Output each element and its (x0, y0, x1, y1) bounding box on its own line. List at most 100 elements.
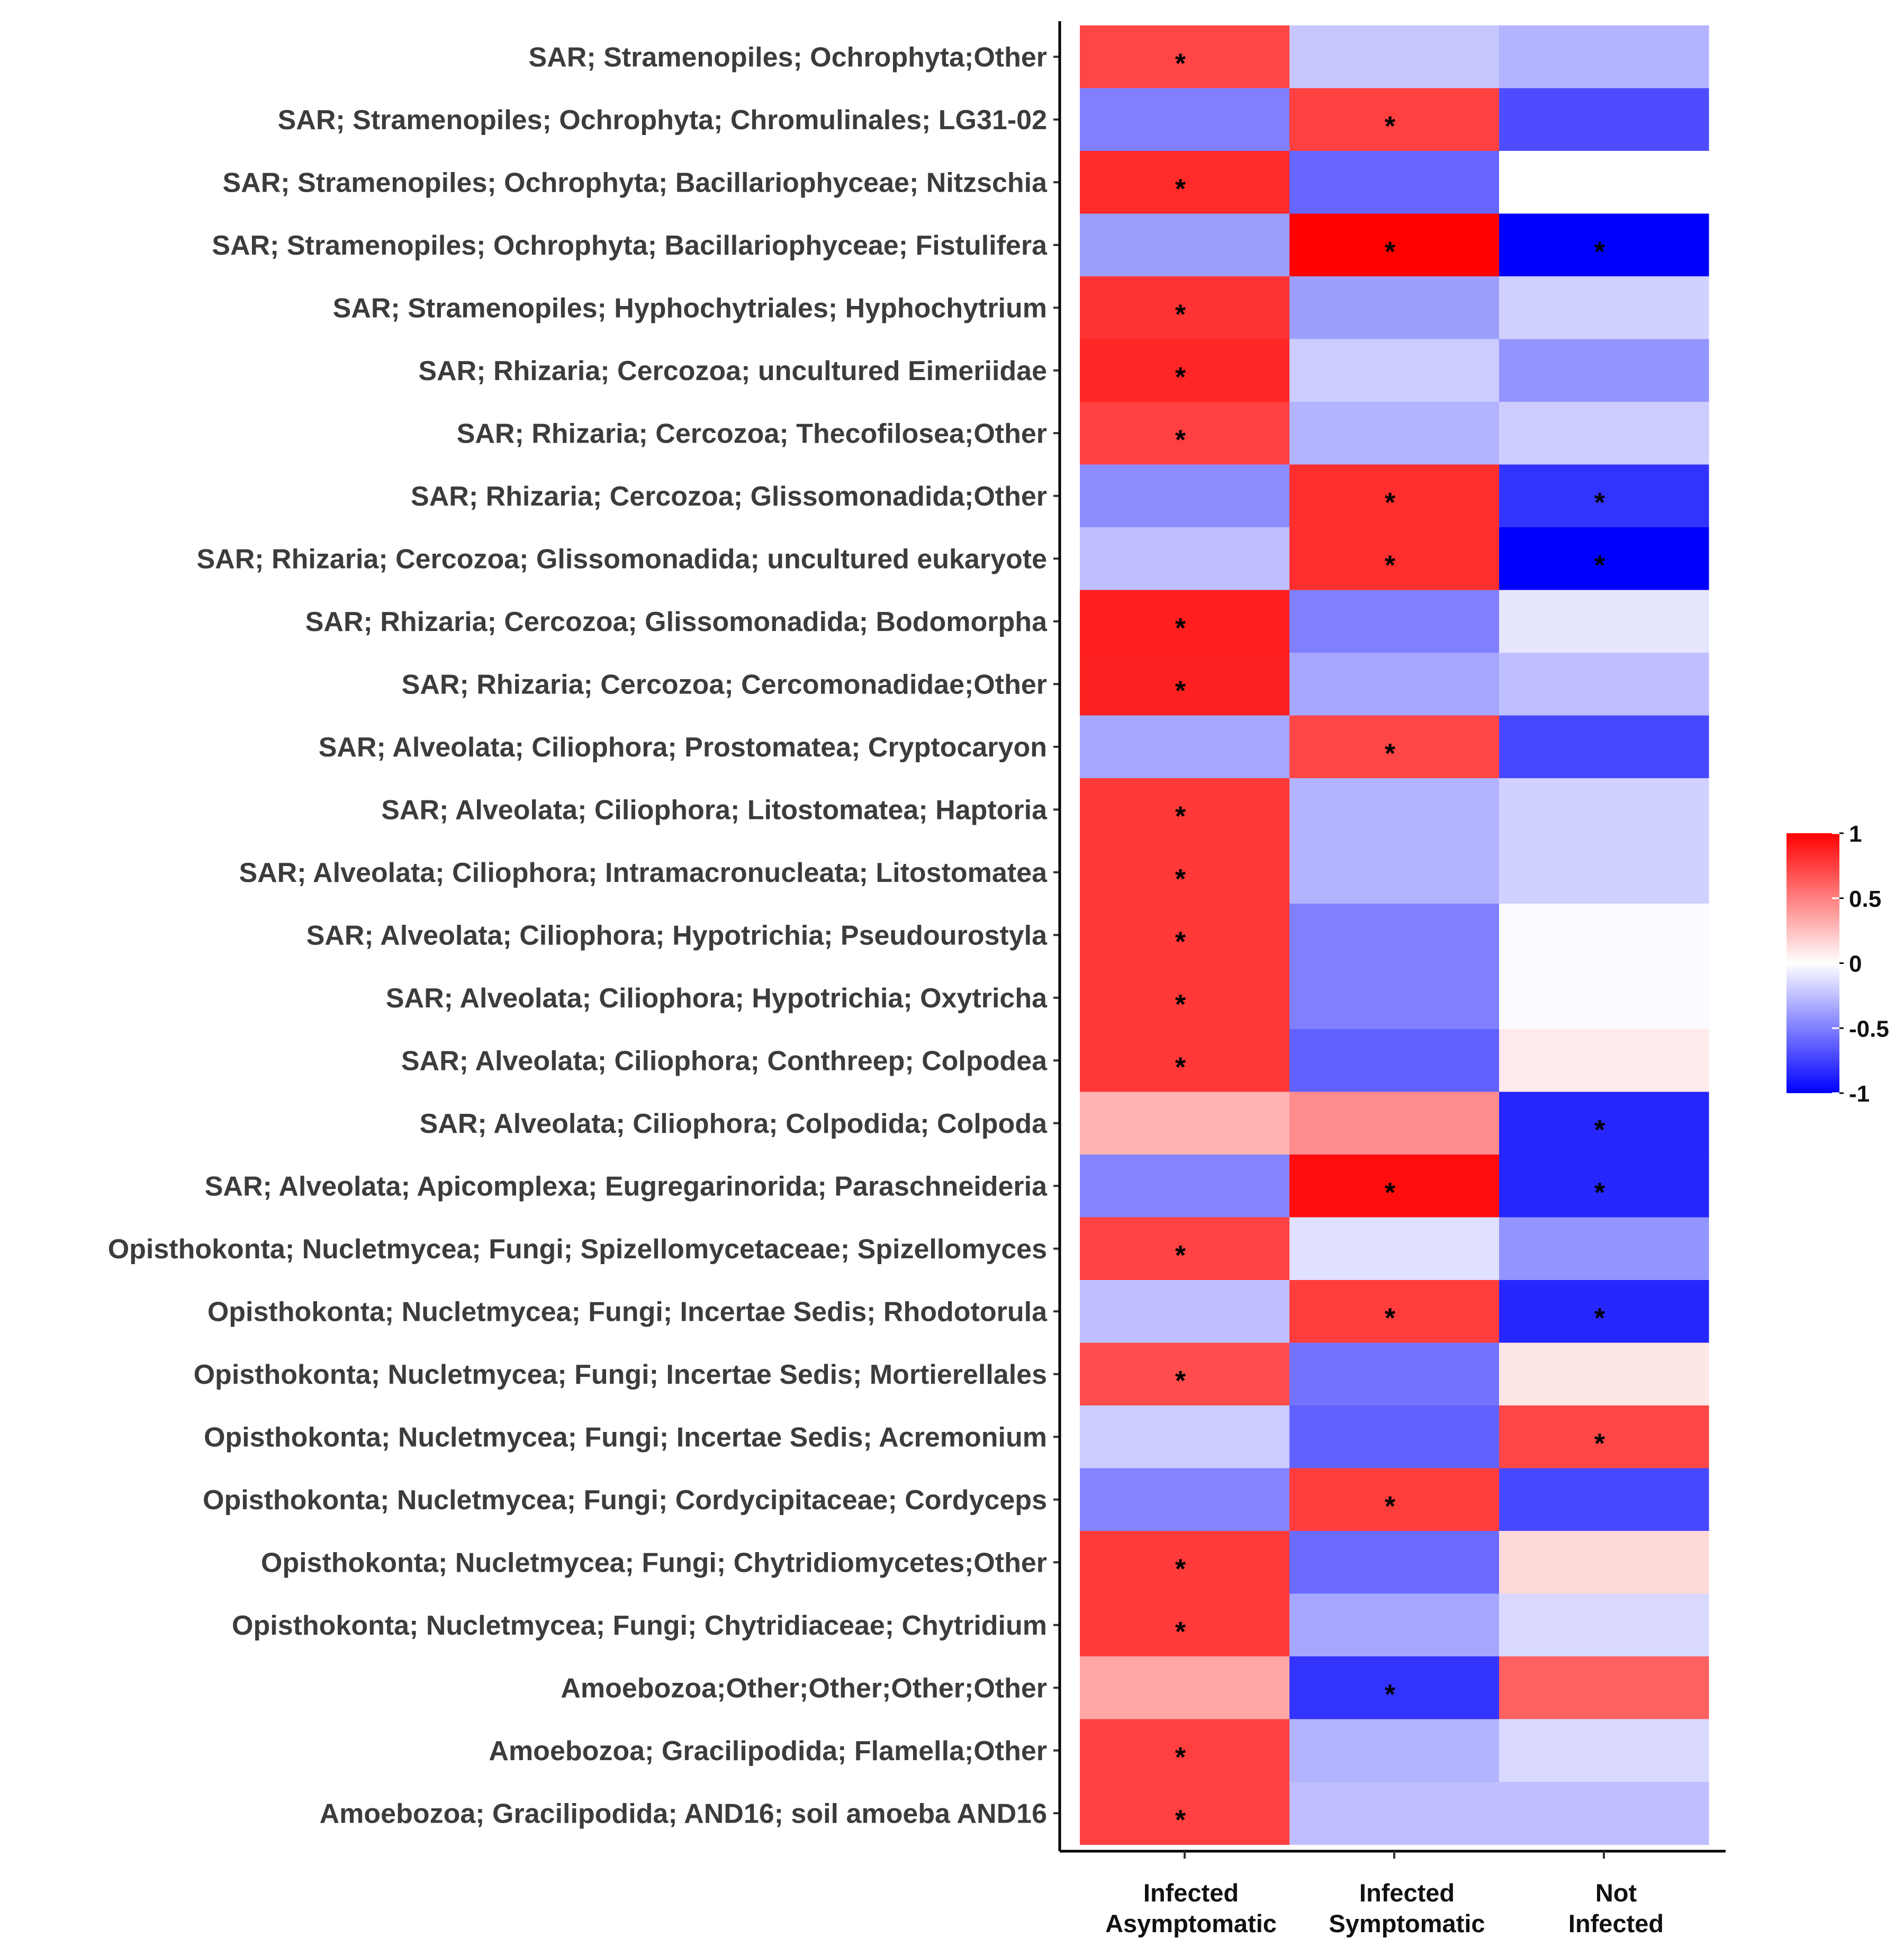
row-label-13: SAR; Alveolata; Ciliophora; Intramacronu… (239, 858, 1048, 888)
heatmap-cell-r15-c0 (1080, 966, 1290, 1030)
row-label-7: SAR; Rhizaria; Cercozoa; Glissomonadida;… (411, 481, 1047, 512)
row-label-28: Amoebozoa; Gracilipodida; AND16; soil am… (320, 1798, 1047, 1829)
heatmap-cell-r10-c1 (1289, 653, 1500, 716)
significance-marker-r6-c0: * (1175, 425, 1186, 455)
row-label-18: SAR; Alveolata; Apicomplexa; Eugregarino… (205, 1171, 1048, 1202)
heatmap-cell-r11-c1 (1289, 715, 1500, 779)
row-label-25: Opisthokonta; Nucletmycea; Fungi; Chytri… (232, 1610, 1047, 1641)
column-label-1-line-1: Symptomatic (1329, 1909, 1485, 1937)
significance-marker-r23-c1: * (1385, 1491, 1396, 1522)
color-legend: 1 0.5 0 -0.5 -1 (1786, 821, 1889, 1107)
significance-marker-r15-c0: * (1175, 989, 1186, 1020)
heatmap-cell-r2-c0 (1080, 151, 1290, 214)
column-label-2-line-0: Not (1595, 1879, 1637, 1907)
heatmap-cell-r21-c2 (1499, 1342, 1709, 1406)
heatmap-cell-r22-c1 (1289, 1405, 1500, 1469)
heatmap-cell-r26-c2 (1499, 1656, 1709, 1720)
column-label-0-line-0: Infected (1143, 1879, 1239, 1907)
column-label-0-line-1: Asymptomatic (1105, 1909, 1277, 1937)
axes (1053, 21, 1726, 1859)
significance-markers: * * * * * * * * * * * * * * * * * * * * * * * * * * * * * * * * * * (1175, 48, 1605, 1835)
heatmap-cell-r17-c0 (1080, 1092, 1290, 1155)
heatmap-cell-r13-c0 (1080, 841, 1290, 904)
row-label-20: Opisthokonta; Nucletmycea; Fungi; Incert… (207, 1296, 1048, 1327)
heatmap-cell-r13-c1 (1289, 841, 1500, 904)
heatmap-cell-r2-c2 (1499, 151, 1709, 214)
row-label-16: SAR; Alveolata; Ciliophora; Conthreep; C… (401, 1045, 1048, 1076)
heatmap-cell-r25-c0 (1080, 1593, 1290, 1657)
heatmap-cell-r26-c0 (1080, 1656, 1290, 1720)
significance-marker-r3-c1: * (1385, 237, 1396, 267)
row-label-0: SAR; Stramenopiles; Ochrophyta;Other (529, 42, 1047, 73)
significance-marker-r16-c0: * (1175, 1052, 1186, 1083)
significance-marker-r20-c2: * (1594, 1303, 1605, 1333)
heatmap-cell-r22-c0 (1080, 1405, 1290, 1469)
heatmap-cell-r12-c1 (1289, 778, 1500, 842)
row-label-10: SAR; Rhizaria; Cercozoa; Cercomonadidae;… (402, 669, 1047, 700)
color-legend-bar (1786, 833, 1839, 1093)
significance-marker-r20-c1: * (1385, 1303, 1396, 1333)
legend-tick-label-3: -0.5 (1849, 1016, 1889, 1042)
heatmap-cell-r2-c1 (1289, 151, 1500, 214)
legend-tick-label-0: 1 (1849, 821, 1862, 847)
significance-marker-r4-c0: * (1175, 299, 1186, 330)
row-label-22: Opisthokonta; Nucletmycea; Fungi; Incert… (204, 1422, 1047, 1453)
heatmap-cell-r11-c0 (1080, 715, 1290, 779)
row-label-12: SAR; Alveolata; Ciliophora; Litostomatea… (381, 795, 1048, 825)
heatmap-cell-r25-c2 (1499, 1593, 1709, 1657)
heatmap-cell-r3-c1 (1289, 213, 1500, 277)
row-label-2: SAR; Stramenopiles; Ochrophyta; Bacillar… (222, 167, 1048, 198)
significance-marker-r1-c1: * (1385, 111, 1396, 142)
row-label-3: SAR; Stramenopiles; Ochrophyta; Bacillar… (212, 230, 1048, 261)
significance-marker-r28-c0: * (1175, 1805, 1186, 1835)
heatmap-cell-r6-c2 (1499, 402, 1709, 465)
heatmap-cell-r24-c2 (1499, 1531, 1709, 1594)
row-label-27: Amoebozoa; Gracilipodida; Flamella;Other (489, 1736, 1047, 1766)
heatmap-cell-r12-c0 (1080, 778, 1290, 842)
heatmap-cell-r5-c2 (1499, 339, 1709, 402)
heatmap-cell-r20-c1 (1289, 1280, 1500, 1344)
heatmap-cells (1080, 25, 1709, 1845)
heatmap-cell-r9-c1 (1289, 590, 1500, 653)
heatmap-cell-r28-c0 (1080, 1782, 1290, 1845)
heatmap-cell-r14-c2 (1499, 904, 1709, 967)
heatmap-cell-r14-c1 (1289, 904, 1500, 967)
heatmap-cell-r0-c1 (1289, 25, 1500, 89)
heatmap-cell-r17-c1 (1289, 1092, 1500, 1155)
heatmap-cell-r4-c2 (1499, 276, 1709, 340)
significance-marker-r2-c0: * (1175, 174, 1186, 204)
heatmap-cell-r13-c2 (1499, 841, 1709, 904)
heatmap-cell-r8-c0 (1080, 527, 1290, 591)
significance-marker-r13-c0: * (1175, 864, 1186, 895)
heatmap-cell-r28-c1 (1289, 1782, 1500, 1845)
heatmap-cell-r19-c1 (1289, 1217, 1500, 1281)
heatmap-cell-r19-c2 (1499, 1217, 1709, 1281)
heatmap-cell-r7-c0 (1080, 464, 1290, 528)
heatmap-cell-r17-c2 (1499, 1092, 1709, 1155)
significance-marker-r18-c2: * (1594, 1177, 1605, 1208)
heatmap-cell-r16-c1 (1289, 1029, 1500, 1093)
heatmap-cell-r25-c1 (1289, 1593, 1500, 1657)
heatmap-cell-r26-c1 (1289, 1656, 1500, 1720)
legend-tick-label-4: -1 (1849, 1081, 1870, 1107)
column-label-2-line-1: Infected (1568, 1909, 1664, 1937)
row-labels: SAR; Stramenopiles; Ochrophyta;Other SAR;… (108, 42, 1048, 1829)
heatmap-cell-r21-c0 (1080, 1342, 1290, 1406)
heatmap-cell-r7-c1 (1289, 464, 1500, 528)
significance-marker-r12-c0: * (1175, 801, 1186, 832)
heatmap-cell-r6-c0 (1080, 402, 1290, 465)
row-label-1: SAR; Stramenopiles; Ochrophyta; Chromuli… (278, 105, 1047, 136)
heatmap-cell-r15-c2 (1499, 966, 1709, 1030)
significance-marker-r8-c1: * (1385, 550, 1396, 581)
heatmap-cell-r18-c1 (1289, 1155, 1500, 1218)
significance-marker-r11-c1: * (1385, 738, 1396, 769)
heatmap-cell-r3-c0 (1080, 213, 1290, 277)
row-label-23: Opisthokonta; Nucletmycea; Fungi; Cordyc… (203, 1485, 1047, 1516)
heatmap-cell-r18-c0 (1080, 1155, 1290, 1218)
heatmap-cell-r1-c2 (1499, 88, 1709, 151)
significance-marker-r14-c0: * (1175, 926, 1186, 957)
heatmap-cell-r19-c0 (1080, 1217, 1290, 1281)
heatmap-cell-r10-c0 (1080, 653, 1290, 716)
heatmap-cell-r6-c1 (1289, 402, 1500, 465)
